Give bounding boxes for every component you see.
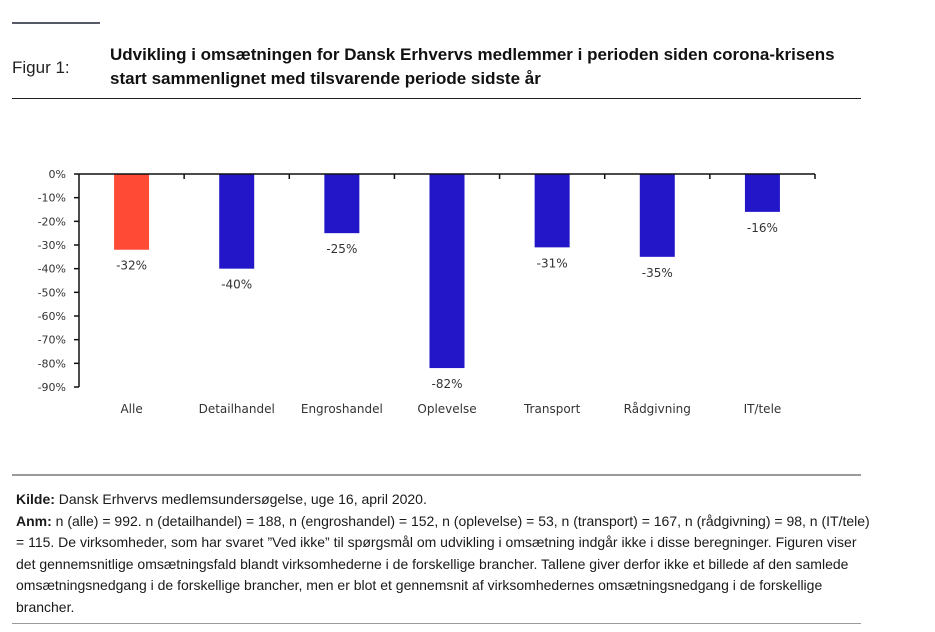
bar-engroshandel (324, 174, 360, 234)
category-labels: Alle Detailhandel Engroshandel Oplevelse Tra… (120, 402, 781, 416)
y-tick-label: -40% (38, 263, 66, 276)
bars (114, 174, 780, 369)
data-label: -35% (642, 266, 673, 280)
notes: Kilde: Dansk Erhvervs medlemsundersøgels… (16, 489, 876, 618)
source-line: Kilde: Dansk Erhvervs medlemsundersøgels… (16, 489, 876, 511)
note-text: n (alle) = 992. n (detailhandel) = 188, … (16, 512, 870, 615)
data-label: -40% (221, 278, 252, 292)
source-text: Dansk Erhvervs medlemsundersøgelse, uge … (54, 491, 427, 507)
y-tick-label: -90% (38, 381, 66, 394)
bar-rådgivning (639, 174, 675, 257)
y-tick-label: -30% (38, 239, 66, 252)
y-tick-label: -10% (38, 192, 66, 205)
title-rule (12, 98, 861, 99)
note-block: Anm: n (alle) = 992. n (detailhandel) = … (16, 511, 876, 619)
bar-chart: 0% -10% -20% -30% -40% -50% -60% -70% -80% -90% -… (38, 168, 816, 416)
top-rule (12, 22, 100, 24)
category-label: Rådgivning (624, 402, 691, 416)
x-axis-ticks (183, 174, 816, 179)
source-label: Kilde: (16, 491, 55, 507)
data-label: -32% (116, 259, 147, 273)
category-label: Oplevelse (417, 402, 476, 416)
y-tick-label: -70% (38, 334, 66, 347)
y-tick-label: -50% (38, 286, 66, 299)
note-label: Anm: (16, 512, 52, 529)
category-label: Transport (523, 402, 581, 416)
category-label: Detailhandel (199, 402, 275, 416)
category-label: Engroshandel (301, 402, 383, 416)
category-label: Alle (120, 402, 142, 416)
bar-oplevelse (429, 174, 465, 369)
data-label: -31% (537, 256, 568, 270)
figure-title: Udvikling i omsætningen for Dansk Erhver… (110, 45, 835, 88)
bar-transport (534, 174, 570, 248)
bar-it-tele (744, 174, 780, 212)
y-axis-ticks: 0% -10% -20% -30% -40% -50% -60% -70% -80% -90% (38, 168, 79, 394)
y-tick-label: -60% (38, 310, 66, 323)
bar-detailhandel (219, 174, 255, 269)
y-tick-label: 0% (49, 168, 66, 181)
bar-alle (114, 174, 150, 250)
category-label: IT/tele (744, 402, 782, 416)
y-tick-label: -80% (38, 357, 66, 370)
notes-top-rule (12, 474, 861, 476)
data-label: -25% (326, 242, 357, 256)
data-label: -82% (431, 377, 462, 391)
notes-bottom-rule (12, 623, 861, 624)
y-tick-label: -20% (38, 215, 66, 228)
data-labels: -32% -40% -25% -82% -31% -35% -16% (116, 221, 778, 391)
data-label: -16% (747, 221, 778, 235)
figure-label: Figur 1: (12, 58, 70, 77)
